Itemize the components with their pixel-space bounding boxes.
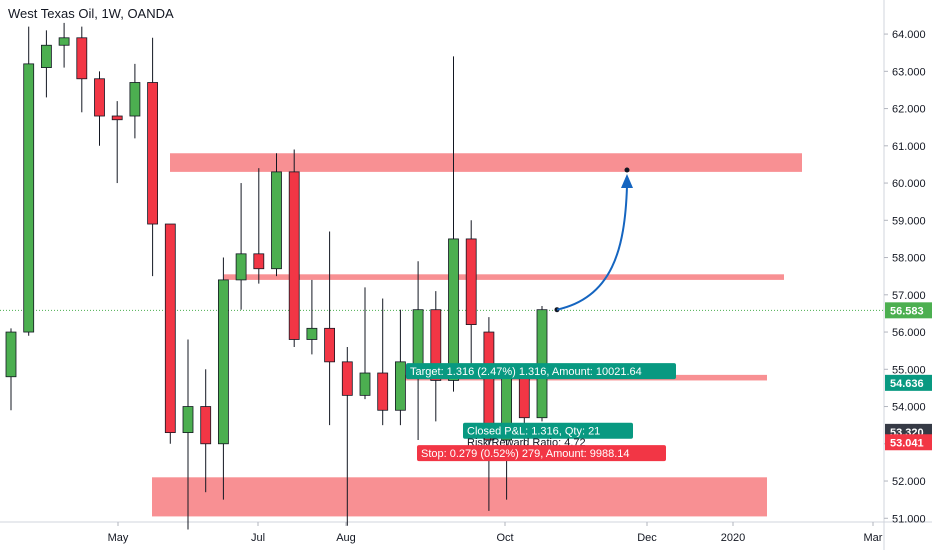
zone-2 xyxy=(224,274,784,280)
y-tick-label: 57.000 xyxy=(892,290,926,302)
zone-4 xyxy=(152,477,767,517)
candle-body xyxy=(200,406,212,445)
zone-1 xyxy=(170,153,802,172)
closed-pnl-box xyxy=(463,422,633,439)
candle-body xyxy=(235,253,247,281)
candle-body xyxy=(58,37,70,46)
x-tick-label: Dec xyxy=(637,532,657,544)
y-tick-label: 51.000 xyxy=(892,513,926,525)
y-tick-label: 64.000 xyxy=(892,29,926,41)
x-tick-label: 2020 xyxy=(721,532,745,544)
candle-body xyxy=(341,361,353,396)
x-tick-label: Oct xyxy=(496,532,513,544)
y-tick-label: 52.000 xyxy=(892,476,926,488)
y-tick-label: 63.000 xyxy=(892,66,926,78)
candle-body xyxy=(94,78,105,117)
x-tick-label: Aug xyxy=(336,532,356,544)
candle-body xyxy=(76,37,88,80)
chart-title: West Texas Oil, 1W, OANDA xyxy=(8,6,174,21)
target-label: Target: 1.316 (2.47%) 1.316, Amount: 100… xyxy=(410,366,642,378)
x-tick-label: Mar xyxy=(864,532,883,544)
candle-body xyxy=(5,331,17,378)
projection-arrow xyxy=(556,185,628,311)
y-tick-label: 58.000 xyxy=(892,253,926,265)
candle-body xyxy=(306,327,318,340)
y-tick-label: 60.000 xyxy=(892,178,926,190)
y-tick-label: 61.000 xyxy=(892,141,926,153)
candle-body xyxy=(465,238,477,325)
candle-body xyxy=(483,331,495,441)
price-marker-label: 54.636 xyxy=(890,378,924,390)
y-tick-label: 59.000 xyxy=(892,215,926,227)
x-axis: May Jul Aug Oct Dec 2020 Mar xyxy=(108,522,883,544)
candle-body xyxy=(111,115,123,121)
candle-body xyxy=(147,82,159,225)
stop-label: Stop: 0.279 (0.52%) 279, Amount: 9988.14 xyxy=(421,448,630,460)
candle-body xyxy=(164,223,176,434)
candle-body xyxy=(359,372,371,396)
candle-body xyxy=(271,171,282,270)
candle-body xyxy=(448,238,459,381)
candle-body xyxy=(394,361,406,411)
projection-arrow-head xyxy=(621,174,633,189)
closed-pnl-label: Closed P&L: 1.316, Qty: 21 xyxy=(467,426,600,438)
arrow-end-point xyxy=(624,167,630,173)
x-tick-label: Jul xyxy=(251,532,265,544)
price-marker-box xyxy=(885,374,932,391)
price-marker-box xyxy=(885,302,932,319)
candle-body xyxy=(129,82,141,117)
stop-box xyxy=(417,445,666,462)
y-tick-label: 62.000 xyxy=(892,104,926,116)
x-tick-label: May xyxy=(108,532,129,544)
candle-body xyxy=(377,372,389,411)
candle-body xyxy=(518,372,530,419)
candle-body xyxy=(324,327,336,363)
candle-body xyxy=(430,309,442,381)
y-tick-label: 55.000 xyxy=(892,364,926,376)
price-marker-label: 53.041 xyxy=(890,437,924,449)
candle-body xyxy=(217,279,229,445)
candle-body xyxy=(23,63,35,333)
candle-body xyxy=(253,253,265,270)
y-tick-label: 54.000 xyxy=(892,402,926,414)
y-tick-label: 56.000 xyxy=(892,327,926,339)
y-axis: 51.00052.00053.00054.00055.00056.00057.0… xyxy=(884,29,926,525)
price-marker-box xyxy=(885,434,932,451)
target-box xyxy=(406,363,676,380)
candle-body xyxy=(288,171,300,340)
candle-body xyxy=(182,406,194,434)
candle-body xyxy=(41,44,52,68)
price-marker-label: 56.583 xyxy=(890,305,924,317)
